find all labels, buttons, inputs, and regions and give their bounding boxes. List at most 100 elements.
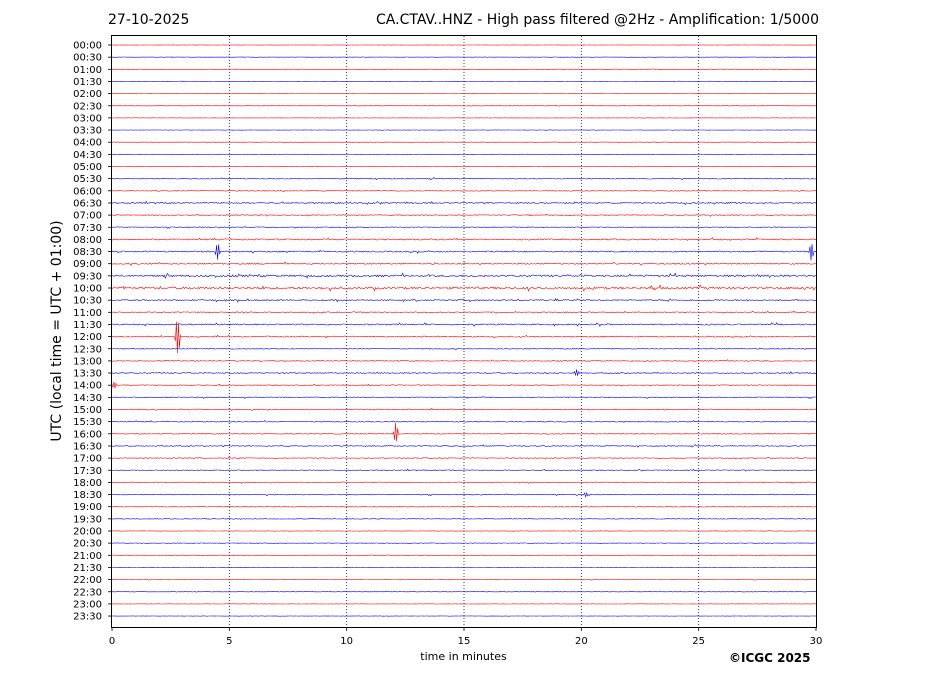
trace-1330 (111, 369, 817, 376)
trace-1030 (112, 298, 817, 303)
chart-title: CA.CTAV..HNZ - High pass filtered @2Hz -… (376, 12, 819, 28)
trace-2200 (111, 579, 817, 581)
y-tick-label-2030: 20:30 (73, 539, 102, 550)
plot-frame (111, 35, 817, 628)
y-axis-label: UTC (local time = UTC + 01:00) (49, 220, 65, 442)
trace-2030 (111, 542, 816, 545)
y-tick-label-1500: 15:00 (73, 405, 102, 416)
trace-1300 (111, 359, 817, 363)
trace-0900 (111, 261, 816, 267)
y-tick-label-0930: 09:30 (73, 271, 102, 282)
trace-1830 (111, 491, 817, 498)
trace-0600 (111, 190, 816, 192)
trace-0830 (111, 243, 817, 261)
y-tick-label-0730: 07:30 (73, 223, 102, 234)
trace-1400 (111, 381, 817, 389)
y-tick-label-1330: 13:30 (73, 369, 102, 380)
trace-1230 (111, 347, 817, 351)
trace-1700 (112, 456, 817, 460)
y-tick-label-0300: 03:00 (73, 113, 102, 124)
y-tick-label-2200: 22:00 (73, 575, 102, 586)
x-axis-ticks: 0 5 10 15 20 25 30 (109, 627, 823, 647)
y-tick-label-0000: 00:00 (73, 41, 102, 52)
y-tick-label-0630: 06:30 (73, 198, 102, 209)
trace-0700 (111, 213, 817, 217)
y-tick-label-0400: 04:00 (73, 138, 102, 149)
copyright-text: ©ICGC 2025 (729, 651, 811, 665)
y-tick-label-0530: 05:30 (73, 174, 102, 185)
trace-0930 (111, 272, 817, 279)
y-tick-label-1130: 11:30 (73, 320, 102, 331)
y-tick-label-0600: 06:00 (73, 186, 102, 197)
x-tick-label-25: 25 (692, 636, 705, 647)
trace-1600 (111, 422, 816, 442)
trace-1430 (111, 396, 816, 399)
y-tick-label-1900: 19:00 (73, 502, 102, 513)
trace-1530 (111, 420, 816, 423)
y-tick-label-1430: 14:30 (73, 393, 102, 404)
trace-0230 (111, 105, 816, 107)
trace-0730 (111, 226, 817, 229)
y-tick-label-1200: 12:00 (73, 332, 102, 343)
y-tick-label-0200: 02:00 (73, 89, 102, 100)
y-tick-label-0830: 08:30 (73, 247, 102, 258)
y-tick-label-1700: 17:00 (73, 454, 102, 465)
trace-0500 (111, 165, 817, 168)
y-tick-label-2330: 23:30 (73, 612, 102, 623)
y-tick-label-1000: 10:00 (73, 284, 102, 295)
trace-1630 (111, 444, 817, 448)
y-tick-label-0130: 01:30 (73, 77, 102, 88)
trace-2100 (111, 554, 817, 556)
y-tick-label-2000: 20:00 (73, 527, 102, 538)
chart-date: 27-10-2025 (108, 12, 190, 28)
y-tick-label-0230: 02:30 (73, 101, 102, 112)
y-tick-label-1300: 13:00 (73, 356, 102, 367)
trace-1200 (111, 321, 817, 354)
trace-1800 (111, 481, 817, 484)
y-tick-label-1100: 11:00 (73, 308, 102, 319)
x-tick-label-0: 0 (109, 636, 115, 647)
y-tick-label-0430: 04:30 (73, 150, 102, 161)
y-tick-label-1600: 16:00 (73, 429, 102, 440)
y-tick-label-1230: 12:30 (73, 344, 102, 355)
trace-1000 (111, 284, 817, 292)
y-tick-label-0800: 08:00 (73, 235, 102, 246)
trace-0800 (111, 237, 817, 242)
x-tick-label-30: 30 (810, 636, 823, 647)
trace-1100 (111, 310, 817, 315)
trace-2300 (111, 603, 817, 605)
y-tick-label-0700: 07:00 (73, 211, 102, 222)
trace-0130 (111, 80, 816, 83)
y-tick-label-0500: 05:00 (73, 162, 102, 173)
trace-1900 (111, 505, 817, 508)
trace-2000 (112, 530, 817, 532)
trace-0330 (111, 129, 817, 131)
y-tick-label-1730: 17:30 (73, 466, 102, 477)
y-tick-label-2230: 22:30 (73, 587, 102, 598)
trace-0030 (112, 56, 816, 58)
trace-lines (111, 44, 817, 617)
y-tick-label-1930: 19:30 (73, 514, 102, 525)
trace-0300 (111, 117, 817, 119)
trace-0630 (111, 200, 817, 206)
x-tick-label-5: 5 (226, 636, 232, 647)
grid-lines (228, 36, 700, 627)
y-tick-label-2130: 21:30 (73, 563, 102, 574)
trace-1500 (111, 407, 817, 412)
y-tick-label-0330: 03:30 (73, 126, 102, 137)
y-tick-label-2300: 23:00 (73, 599, 102, 610)
y-tick-label-0100: 01:00 (73, 65, 102, 76)
trace-1730 (111, 468, 817, 472)
y-tick-label-0030: 00:30 (73, 53, 102, 64)
y-tick-label-1830: 18:30 (73, 490, 102, 501)
y-tick-label-2100: 21:00 (73, 551, 102, 562)
trace-1930 (111, 517, 817, 520)
trace-0200 (111, 92, 817, 95)
y-tick-label-0900: 09:00 (73, 259, 102, 270)
trace-2230 (111, 591, 817, 593)
y-tick-label-1030: 10:30 (73, 296, 102, 307)
x-tick-label-15: 15 (458, 636, 471, 647)
y-tick-label-1400: 14:00 (73, 381, 102, 392)
